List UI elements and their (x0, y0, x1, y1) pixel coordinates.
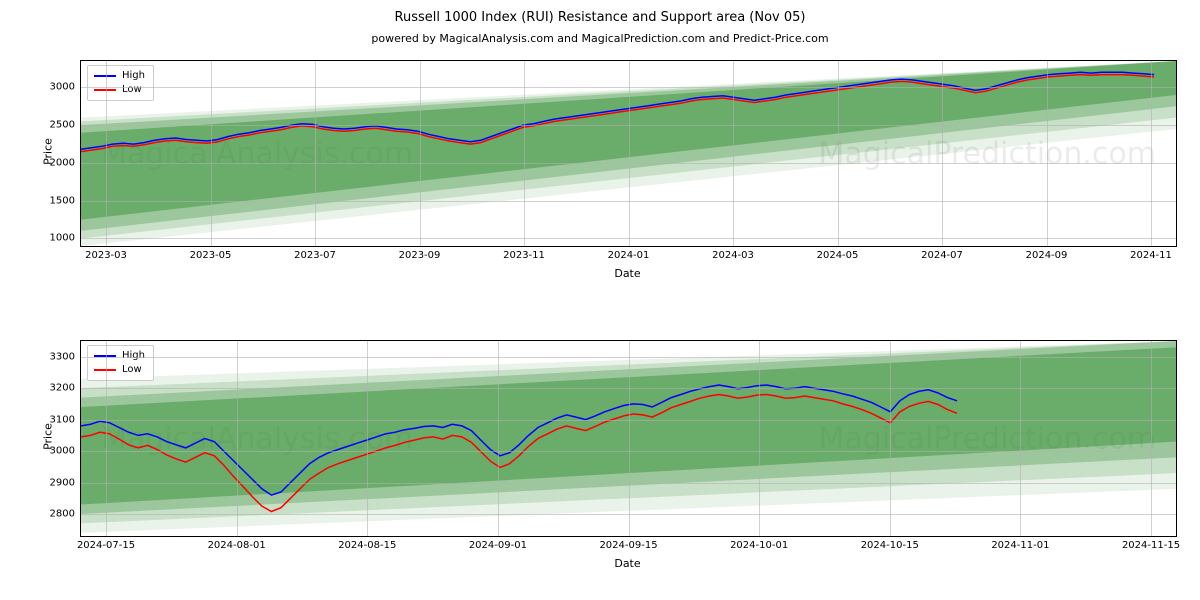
gridline-v (498, 341, 499, 536)
ylabel-bottom: Price (42, 406, 55, 466)
ylabel-top: Price (42, 121, 55, 181)
xtick-label: 2024-09-15 (599, 536, 657, 551)
gridline-v (629, 61, 630, 246)
legend-swatch-high (94, 75, 116, 77)
xtick-label: 2024-09-01 (469, 536, 527, 551)
xtick-label: 2024-08-01 (208, 536, 266, 551)
xtick-label: 2023-11 (503, 246, 545, 261)
ytick-label: 3300 (50, 351, 81, 362)
ytick-label: 1500 (50, 195, 81, 206)
xtick-label: 2024-11-15 (1122, 536, 1180, 551)
gridline-v (237, 341, 238, 536)
figure: Russell 1000 Index (RUI) Resistance and … (0, 0, 1200, 600)
gridline-v (1151, 61, 1152, 246)
legend-item-low: Low (94, 83, 145, 97)
ytick-label: 3200 (50, 383, 81, 394)
gridline-v (1151, 341, 1152, 536)
gridline-v (942, 61, 943, 246)
gridline-v (629, 341, 630, 536)
legend-swatch-low-2 (94, 369, 116, 371)
xtick-label: 2024-08-15 (338, 536, 396, 551)
xtick-label: 2023-07 (294, 246, 336, 261)
bottom-chart-panel: MagicalAnalysis.com MagicalPrediction.co… (80, 340, 1177, 537)
chart-subtitle: powered by MagicalAnalysis.com and Magic… (0, 32, 1200, 45)
xlabel-top: Date (80, 267, 1175, 280)
legend-item-low-2: Low (94, 363, 145, 377)
xtick-label: 2024-03 (712, 246, 754, 261)
legend-swatch-low (94, 89, 116, 91)
legend-label-low-2: Low (122, 363, 142, 377)
legend-bottom: High Low (87, 345, 154, 381)
ytick-label: 2800 (50, 508, 81, 519)
xtick-label: 2024-07 (921, 246, 963, 261)
gridline-v (106, 61, 107, 246)
gridline-v (1047, 61, 1048, 246)
xtick-label: 2023-05 (190, 246, 232, 261)
chart-title: Russell 1000 Index (RUI) Resistance and … (0, 10, 1200, 25)
gridline-v (315, 61, 316, 246)
ytick-label: 2900 (50, 477, 81, 488)
gridline-v (1020, 341, 1021, 536)
xtick-label: 2024-11-01 (991, 536, 1049, 551)
xtick-label: 2024-09 (1026, 246, 1068, 261)
xtick-label: 2023-09 (399, 246, 441, 261)
xtick-label: 2024-01 (608, 246, 650, 261)
legend-top: High Low (87, 65, 154, 101)
xtick-label: 2024-11 (1130, 246, 1172, 261)
gridline-v (420, 61, 421, 246)
ytick-label: 1000 (50, 233, 81, 244)
xtick-label: 2024-10-01 (730, 536, 788, 551)
ytick-label: 3000 (50, 82, 81, 93)
xtick-label: 2024-05 (817, 246, 859, 261)
xlabel-bottom: Date (80, 557, 1175, 570)
gridline-v (759, 341, 760, 536)
top-chart-panel: MagicalAnalysis.com MagicalPrediction.co… (80, 60, 1177, 247)
gridline-v (733, 61, 734, 246)
gridline-v (890, 341, 891, 536)
xtick-label: 2023-03 (85, 246, 127, 261)
gridline-v (367, 341, 368, 536)
gridline-v (838, 61, 839, 246)
gridline-v (524, 61, 525, 246)
gridline-v (211, 61, 212, 246)
legend-item-high: High (94, 69, 145, 83)
xtick-label: 2024-07-15 (77, 536, 135, 551)
legend-label-high: High (122, 69, 145, 83)
gridline-v (106, 341, 107, 536)
legend-label-low: Low (122, 83, 142, 97)
xtick-label: 2024-10-15 (861, 536, 919, 551)
